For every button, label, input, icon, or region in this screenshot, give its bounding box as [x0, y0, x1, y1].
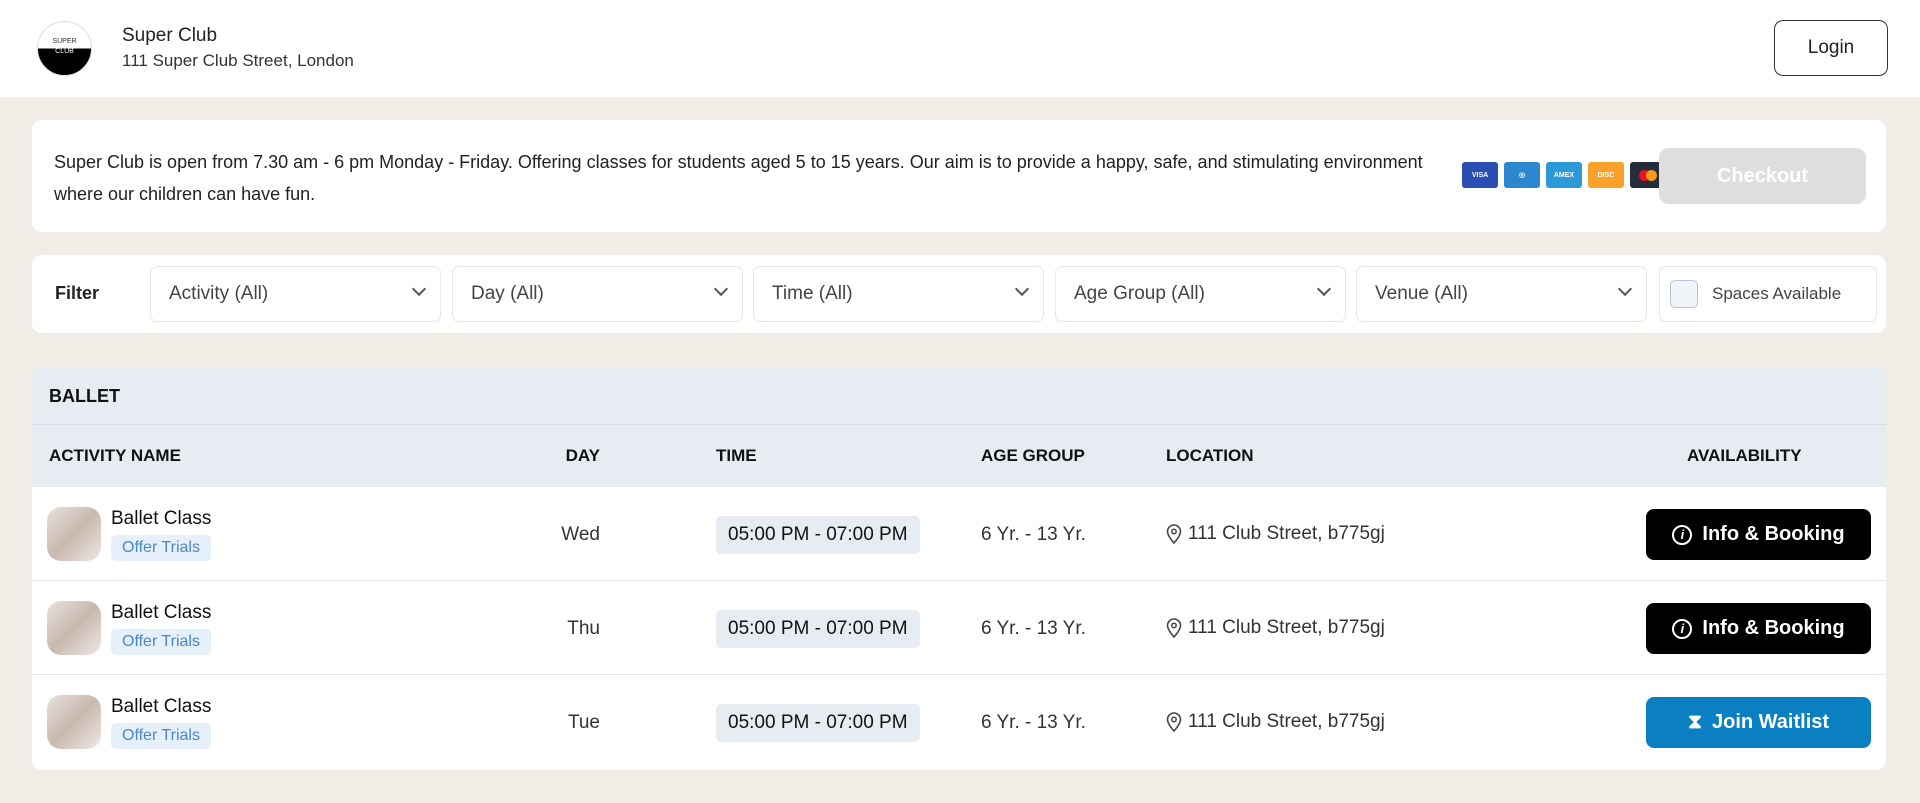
payment-methods: VISA ◎ AMEX DISC	[1462, 162, 1666, 188]
visa-icon: VISA	[1462, 162, 1498, 188]
diners-icon: ◎	[1504, 162, 1540, 188]
map-pin-icon	[1166, 524, 1182, 544]
table-row: Ballet Class Offer Trials Thu 05:00 PM -…	[32, 581, 1886, 675]
club-name: Super Club	[122, 25, 218, 46]
chevron-down-icon	[713, 281, 729, 297]
filter-bar: Filter Activity (All) Day (All) Time (Al…	[32, 255, 1886, 333]
info-icon: i	[1672, 524, 1693, 545]
col-time: TIME	[716, 446, 757, 465]
chevron-down-icon	[411, 281, 427, 297]
table-header: ACTIVITY NAME DAY TIME AGE GROUP LOCATIO…	[32, 425, 1886, 487]
activity-thumbnail	[47, 601, 101, 655]
age-group: 6 Yr. - 13 Yr.	[981, 524, 1086, 545]
offer-trials-badge: Offer Trials	[111, 535, 211, 561]
offer-trials-badge: Offer Trials	[111, 629, 211, 655]
activity-select[interactable]: Activity (All)	[150, 266, 441, 322]
activity-name: Ballet Class	[111, 602, 212, 623]
col-age-group: AGE GROUP	[981, 446, 1085, 465]
join-waitlist-button[interactable]: ⧗ Join Waitlist	[1646, 697, 1871, 748]
map-pin-icon	[1166, 618, 1182, 638]
time-select[interactable]: Time (All)	[753, 266, 1044, 322]
club-address: 111 Super Club Street, London	[122, 51, 354, 70]
day-select[interactable]: Day (All)	[452, 266, 743, 322]
classes-table: BALLET ACTIVITY NAME DAY TIME AGE GROUP …	[32, 367, 1886, 770]
section-title: BALLET	[32, 367, 1886, 425]
venue-select[interactable]: Venue (All)	[1356, 266, 1647, 322]
activity-thumbnail	[47, 507, 101, 561]
amex-icon: AMEX	[1546, 162, 1582, 188]
table-row: Ballet Class Offer Trials Wed 05:00 PM -…	[32, 487, 1886, 581]
time-range: 05:00 PM - 07:00 PM	[716, 704, 920, 742]
col-activity-name: ACTIVITY NAME	[49, 446, 181, 465]
info-icon: i	[1672, 618, 1693, 639]
col-availability: AVAILABILITY	[1687, 446, 1802, 465]
chevron-down-icon	[1617, 281, 1633, 297]
club-description: Super Club is open from 7.30 am - 6 pm M…	[54, 152, 1423, 204]
activity-name: Ballet Class	[111, 508, 212, 529]
login-button[interactable]: Login	[1774, 20, 1888, 76]
day: Thu	[567, 618, 600, 639]
activity-name: Ballet Class	[111, 696, 212, 717]
time-range: 05:00 PM - 07:00 PM	[716, 610, 920, 648]
club-logo: SUPER CLUB	[37, 21, 92, 76]
day: Wed	[561, 524, 600, 545]
filter-label: Filter	[55, 283, 100, 303]
discover-icon: DISC	[1588, 162, 1624, 188]
hourglass-icon: ⧗	[1687, 711, 1702, 733]
activity-thumbnail	[47, 695, 101, 749]
col-location: LOCATION	[1166, 446, 1254, 465]
spaces-available-filter[interactable]: Spaces Available	[1659, 266, 1877, 322]
location: 111 Club Street, b775gj	[1166, 523, 1385, 545]
location: 111 Club Street, b775gj	[1166, 711, 1385, 733]
offer-trials-badge: Offer Trials	[111, 723, 211, 749]
location: 111 Club Street, b775gj	[1166, 617, 1385, 639]
spaces-available-checkbox[interactable]	[1670, 280, 1698, 308]
checkout-button[interactable]: Checkout	[1659, 148, 1866, 204]
info-booking-button[interactable]: i Info & Booking	[1646, 603, 1871, 654]
time-range: 05:00 PM - 07:00 PM	[716, 516, 920, 554]
table-row: Ballet Class Offer Trials Tue 05:00 PM -…	[32, 675, 1886, 769]
age-group: 6 Yr. - 13 Yr.	[981, 618, 1086, 639]
chevron-down-icon	[1014, 281, 1030, 297]
age-group-select[interactable]: Age Group (All)	[1055, 266, 1346, 322]
header: SUPER CLUB Super Club 111 Super Club Stre…	[0, 0, 1920, 97]
col-day: DAY	[565, 446, 600, 465]
info-card: Super Club is open from 7.30 am - 6 pm M…	[32, 120, 1886, 232]
day: Tue	[567, 712, 600, 733]
chevron-down-icon	[1316, 281, 1332, 297]
age-group: 6 Yr. - 13 Yr.	[981, 712, 1086, 733]
info-booking-button[interactable]: i Info & Booking	[1646, 509, 1871, 560]
map-pin-icon	[1166, 712, 1182, 732]
